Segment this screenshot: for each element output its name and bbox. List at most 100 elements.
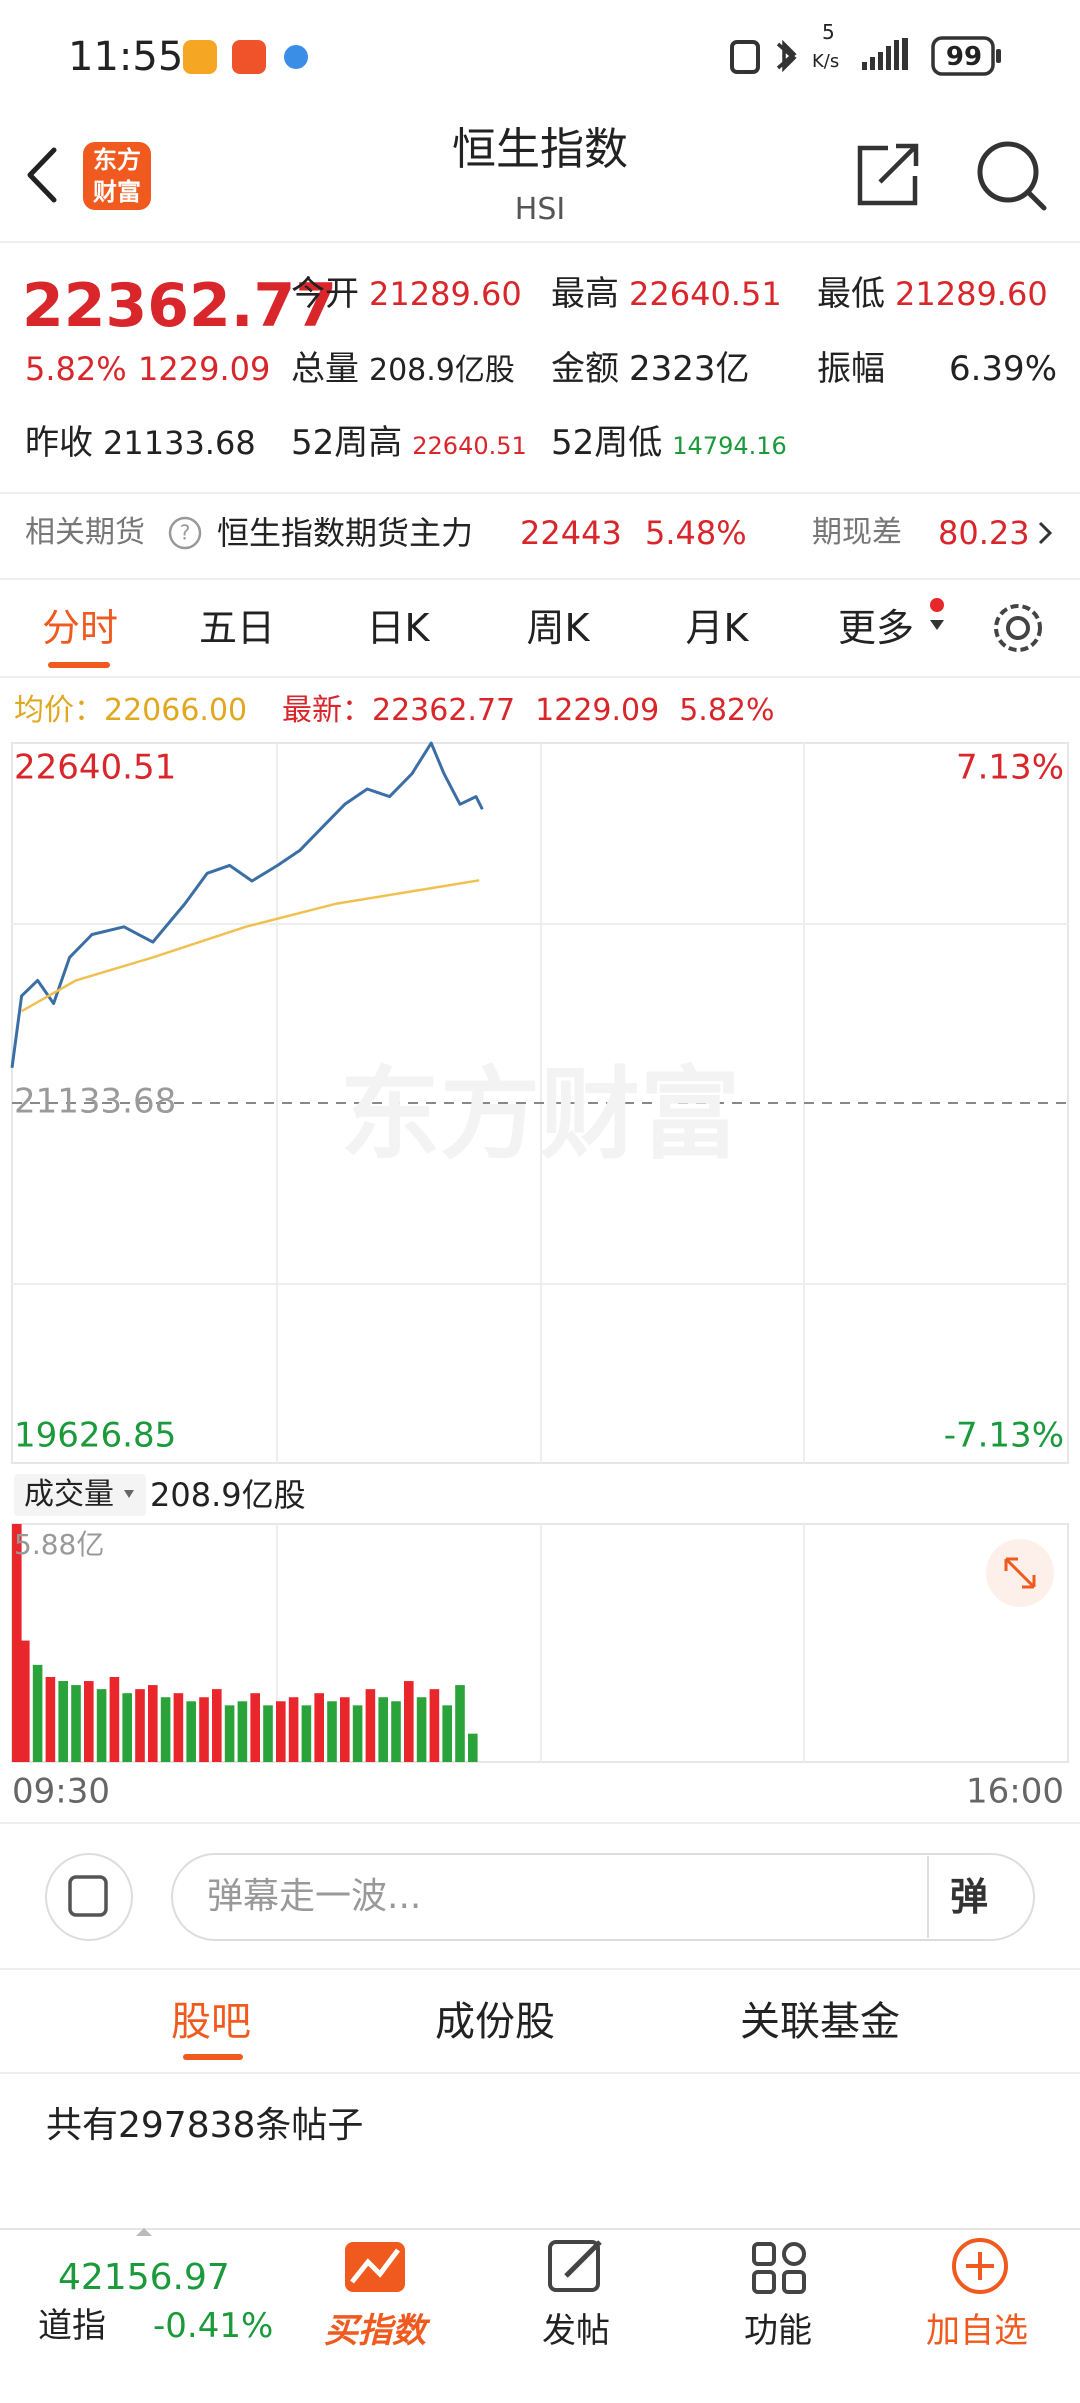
price-line bbox=[10, 741, 484, 1068]
search-button[interactable] bbox=[977, 141, 1047, 211]
tab[interactable]: 更多 bbox=[837, 606, 914, 650]
nfc-icon bbox=[730, 40, 760, 74]
sub-tab[interactable]: 成份股 bbox=[435, 1999, 555, 2045]
back-button[interactable] bbox=[27, 147, 57, 203]
volume-bar bbox=[455, 1685, 465, 1762]
stat-label: 52周低 bbox=[551, 423, 663, 463]
stat-label: 最低 bbox=[817, 274, 885, 314]
stat-value: 21289.60 bbox=[369, 275, 522, 313]
sub-tab[interactable]: 关联基金 bbox=[740, 1999, 900, 2045]
stat-value: 22640.51 bbox=[412, 432, 527, 460]
stat: 最高 22640.51 bbox=[551, 269, 782, 319]
volume-bar bbox=[173, 1693, 184, 1762]
volume-label[interactable]: 成交量 bbox=[24, 1477, 114, 1512]
y2-tick-label: -7.13% bbox=[944, 1416, 1064, 1456]
y-tick-label: 19626.85 bbox=[14, 1416, 176, 1456]
bottom-nav bbox=[0, 2229, 1080, 2403]
battery-level: 99 bbox=[945, 42, 983, 72]
post-icon[interactable] bbox=[548, 2240, 600, 2292]
volume-bar bbox=[276, 1701, 286, 1762]
post-count: 共有297838条帖子 bbox=[46, 2105, 364, 2146]
nav-item[interactable]: 发帖 bbox=[542, 2311, 610, 2351]
share-button[interactable] bbox=[857, 143, 919, 206]
comment-input[interactable] bbox=[171, 1853, 1035, 1941]
index-code: HSI bbox=[514, 192, 566, 227]
dow-name[interactable]: 道指 bbox=[38, 2306, 106, 2346]
volume-bar bbox=[301, 1705, 312, 1762]
logo-text: 东方财富 bbox=[93, 146, 141, 206]
buy-index-glyph bbox=[350, 2248, 400, 2284]
nav-item[interactable]: 加自选 bbox=[926, 2311, 1028, 2351]
volume-bar bbox=[96, 1689, 107, 1762]
avg-legend: 均价：22066.00 bbox=[14, 686, 247, 736]
basis-label: 期现差 bbox=[812, 515, 902, 550]
volume-bar bbox=[288, 1697, 299, 1762]
function-icon[interactable] bbox=[752, 2242, 806, 2294]
last-legend: 最新：22362.77 1229.09 5.82% bbox=[282, 686, 775, 736]
volume-bar bbox=[340, 1697, 350, 1762]
volume-bar bbox=[160, 1697, 171, 1762]
volume-bar bbox=[32, 1664, 43, 1762]
volume-bar bbox=[416, 1697, 427, 1762]
y2-tick-label: 7.13% bbox=[956, 748, 1064, 788]
stat-value: 22640.51 bbox=[629, 275, 782, 313]
tab-underline bbox=[183, 2054, 243, 2060]
basis-value: 80.23 bbox=[938, 514, 1030, 552]
futures-price: 22443 bbox=[520, 514, 622, 552]
stat: 振幅 6.39% bbox=[817, 344, 1057, 394]
battery-tip bbox=[996, 49, 1001, 63]
stat-value: 14794.16 bbox=[672, 432, 787, 460]
volume-bar bbox=[135, 1689, 145, 1762]
stat-label: 今开 bbox=[291, 274, 359, 314]
futures-name[interactable]: 恒生指数期货主力 bbox=[217, 514, 474, 552]
stat: 52周低 14794.16 bbox=[551, 418, 787, 468]
danmaku-icon bbox=[68, 1875, 108, 1917]
last-change: 1229.09 bbox=[535, 693, 660, 728]
volume-bar bbox=[314, 1693, 324, 1762]
stat-label: 金额 bbox=[551, 349, 619, 389]
dropdown-caret bbox=[124, 1490, 134, 1498]
help-icon[interactable] bbox=[168, 516, 202, 550]
comment-placeholder: 弹幕走一波... bbox=[207, 1876, 422, 1917]
sub-tab[interactable]: 股吧 bbox=[171, 1999, 251, 2045]
stat: 昨收 21133.68 bbox=[25, 418, 256, 468]
tab[interactable]: 周K bbox=[526, 606, 590, 650]
volume-bar bbox=[327, 1701, 337, 1762]
volume-bar bbox=[224, 1705, 235, 1762]
volume-selector-bg[interactable] bbox=[14, 1474, 146, 1516]
volume-bar bbox=[20, 1640, 30, 1762]
volume-bar bbox=[468, 1733, 478, 1762]
tab[interactable]: 五日 bbox=[198, 606, 275, 650]
volume-bar bbox=[391, 1701, 401, 1762]
dow-pct[interactable]: -0.41% bbox=[153, 2306, 274, 2346]
x-tick-label: 09:30 bbox=[12, 1772, 110, 1812]
dow-value[interactable]: 42156.97 bbox=[58, 2257, 230, 2298]
nav-item[interactable]: 功能 bbox=[744, 2311, 812, 2351]
battery-icon bbox=[931, 36, 995, 76]
more-arrow[interactable] bbox=[1038, 521, 1053, 545]
volume-bar bbox=[71, 1685, 81, 1762]
volume-bar bbox=[352, 1705, 363, 1762]
tab[interactable]: 月K bbox=[685, 606, 749, 650]
tab[interactable]: 分时 bbox=[41, 606, 118, 650]
volume-total: 208.9亿股 bbox=[150, 1476, 306, 1514]
danmaku-toggle[interactable] bbox=[45, 1853, 133, 1941]
volume-bar bbox=[109, 1677, 120, 1762]
post-glyph bbox=[564, 2240, 602, 2278]
nav-item[interactable]: 买指数 bbox=[324, 2311, 426, 2351]
stat: 今开 21289.60 bbox=[291, 269, 522, 319]
stat: 52周高 22640.51 bbox=[291, 418, 527, 468]
tab[interactable]: 日K bbox=[366, 606, 430, 650]
volume-bar bbox=[122, 1693, 132, 1762]
x-tick-label: 16:00 bbox=[966, 1772, 1064, 1812]
volume-bar bbox=[442, 1705, 452, 1762]
change: 1229.09 bbox=[138, 350, 271, 388]
settings-button[interactable] bbox=[994, 604, 1042, 652]
add-watch-icon[interactable] bbox=[952, 2238, 1008, 2294]
futures-label: 相关期货 bbox=[25, 515, 145, 550]
help-glyph: ? bbox=[180, 521, 191, 545]
danmaku-button[interactable]: 弹 bbox=[950, 1875, 989, 1919]
